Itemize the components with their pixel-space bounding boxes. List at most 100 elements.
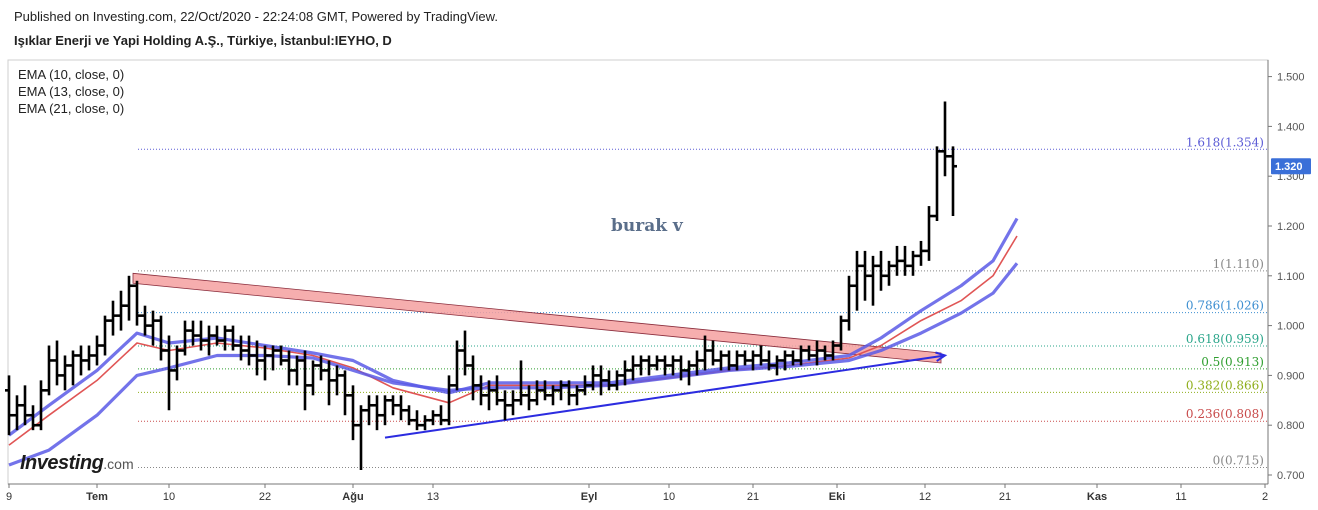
ohlc-bar[interactable] — [949, 146, 957, 217]
ohlc-bar[interactable] — [277, 345, 285, 366]
ohlc-bar[interactable] — [341, 370, 349, 416]
ohlc-bar[interactable] — [133, 280, 141, 326]
ohlc-bar[interactable] — [261, 345, 269, 381]
ohlc-bar[interactable] — [213, 325, 221, 346]
ohlc-bar[interactable] — [861, 250, 869, 301]
ohlc-bar[interactable] — [69, 350, 77, 386]
ohlc-bar[interactable] — [581, 375, 589, 396]
ohlc-bar[interactable] — [165, 335, 173, 411]
ohlc-bar[interactable] — [709, 340, 717, 366]
ohlc-bar[interactable] — [773, 355, 781, 376]
ascending-support-line[interactable] — [384, 354, 946, 439]
ohlc-bar[interactable] — [645, 355, 653, 376]
ohlc-bar[interactable] — [813, 340, 821, 366]
ohlc-bar[interactable] — [789, 350, 797, 366]
ohlc-bar[interactable] — [853, 250, 861, 311]
ohlc-bar[interactable] — [21, 385, 29, 426]
ohlc-bar[interactable] — [669, 355, 677, 376]
ohlc-bar[interactable] — [797, 345, 805, 366]
ohlc-bar[interactable] — [893, 245, 901, 276]
ohlc-bar[interactable] — [301, 350, 309, 411]
ohlc-bar[interactable] — [829, 340, 837, 361]
ohlc-bar[interactable] — [173, 345, 181, 381]
ohlc-bar[interactable] — [885, 260, 893, 286]
ohlc-bar[interactable] — [533, 380, 541, 406]
ohlc-bar[interactable] — [909, 250, 917, 276]
ohlc-bar[interactable] — [245, 335, 253, 366]
ohlc-bar[interactable] — [53, 340, 61, 386]
legend-ema-21[interactable]: EMA (21, close, 0) — [18, 101, 125, 116]
ohlc-bar[interactable] — [365, 395, 373, 426]
ohlc-bar[interactable] — [181, 320, 189, 356]
ohlc-bar[interactable] — [157, 315, 165, 361]
ohlc-bar[interactable] — [677, 355, 685, 381]
ohlc-bar[interactable] — [197, 320, 205, 351]
ohlc-bar[interactable] — [781, 350, 789, 371]
ohlc-bar[interactable] — [317, 355, 325, 381]
ohlc-bar[interactable] — [293, 355, 301, 386]
ohlc-bar[interactable] — [229, 325, 237, 351]
ohlc-bar[interactable] — [309, 360, 317, 396]
ohlc-bar[interactable] — [389, 395, 397, 416]
ohlc-bar[interactable] — [477, 375, 485, 406]
ohlc-bar[interactable] — [269, 345, 277, 371]
ohlc-bar[interactable] — [733, 350, 741, 371]
ohlc-bar[interactable] — [381, 395, 389, 426]
ohlc-bar[interactable] — [741, 350, 749, 366]
ohlc-bar[interactable] — [725, 350, 733, 371]
ohlc-bar[interactable] — [877, 250, 885, 291]
ohlc-bar[interactable] — [925, 206, 933, 261]
ohlc-bar[interactable] — [765, 350, 773, 371]
ohlc-bar[interactable] — [661, 355, 669, 376]
ohlc-bar[interactable] — [189, 320, 197, 346]
ohlc-bar[interactable] — [517, 360, 525, 406]
ohlc-bar[interactable] — [917, 240, 925, 266]
ohlc-bar[interactable] — [405, 405, 413, 426]
ohlc-bar[interactable] — [469, 355, 477, 401]
ohlc-bar[interactable] — [285, 350, 293, 386]
ohlc-bar[interactable] — [101, 315, 109, 356]
ohlc-bar[interactable] — [205, 325, 213, 356]
ohlc-bar[interactable] — [557, 380, 565, 401]
ohlc-bar[interactable] — [37, 380, 45, 431]
ohlc-bar[interactable] — [869, 255, 877, 306]
ohlc-bar[interactable] — [821, 345, 829, 361]
ohlc-bar[interactable] — [149, 310, 157, 346]
ohlc-bar[interactable] — [221, 325, 229, 351]
ohlc-bar[interactable] — [509, 390, 517, 416]
ohlc-bar[interactable] — [333, 365, 341, 396]
ohlc-bar[interactable] — [653, 355, 661, 371]
ohlc-bar[interactable] — [437, 405, 445, 426]
ohlc-bar[interactable] — [445, 375, 453, 426]
ohlc-bar[interactable] — [13, 395, 21, 431]
ohlc-bar[interactable] — [397, 395, 405, 421]
ohlc-bar[interactable] — [413, 410, 421, 431]
ohlc-bar[interactable] — [5, 375, 13, 436]
legend-ema-10[interactable]: EMA (10, close, 0) — [18, 67, 125, 82]
ohlc-bar[interactable] — [453, 340, 461, 391]
ohlc-bar[interactable] — [357, 405, 365, 471]
ohlc-bar[interactable] — [77, 345, 85, 376]
ohlc-bar[interactable] — [549, 385, 557, 406]
ohlc-bar[interactable] — [325, 360, 333, 406]
ohlc-bar[interactable] — [637, 355, 645, 376]
ohlc-bar[interactable] — [717, 350, 725, 371]
ohlc-bar[interactable] — [573, 385, 581, 406]
ohlc-bar[interactable] — [485, 380, 493, 411]
ohlc-bar[interactable] — [493, 375, 501, 406]
ohlc-bar[interactable] — [541, 380, 549, 401]
ohlc-bar[interactable] — [701, 335, 709, 371]
ohlc-bar[interactable] — [117, 290, 125, 331]
descending-channel[interactable] — [132, 272, 942, 364]
ohlc-bar[interactable] — [933, 146, 941, 222]
ohlc-bar[interactable] — [61, 355, 69, 391]
ohlc-bar[interactable] — [29, 405, 37, 431]
ohlc-bar[interactable] — [373, 395, 381, 431]
ohlc-bar[interactable] — [237, 335, 245, 361]
ohlc-bar[interactable] — [613, 370, 621, 391]
ohlc-bar[interactable] — [253, 340, 261, 376]
ohlc-bar[interactable] — [45, 345, 53, 396]
ohlc-bar[interactable] — [349, 385, 357, 441]
legend-ema-13[interactable]: EMA (13, close, 0) — [18, 84, 125, 99]
